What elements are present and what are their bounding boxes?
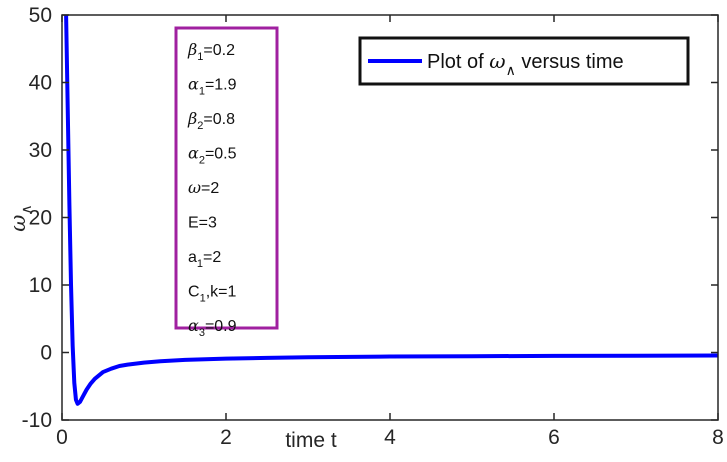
y-axis-label-symbol: ω	[6, 215, 30, 232]
svg-text:ω∧: ω∧	[6, 204, 34, 231]
annotation-line: C1,k=1	[188, 284, 236, 305]
annotation-line: α2=0.5	[188, 144, 237, 167]
legend-symbol: ω	[489, 49, 505, 73]
annotation-frame	[174, 26, 279, 330]
x-tick-label: 0	[56, 426, 68, 449]
annotation-line: β1=0.2	[187, 40, 235, 63]
annotation-line: α1=1.9	[188, 75, 237, 98]
annotation-line: ω=2	[188, 178, 219, 197]
legend-subscript: ∧	[506, 62, 516, 78]
series-line	[64, 15, 718, 406]
annotation-box: β1=0.2 α1=1.9 β2=0.8 α2=0.5 ω=2 E=3 a1=2 C1,k=1…	[174, 26, 279, 339]
annotation-line: α3=0.9	[188, 316, 237, 339]
y-tick-label: 0	[40, 342, 52, 365]
y-tick-label: 40	[29, 72, 52, 95]
y-tick-label: 50	[29, 4, 52, 27]
x-tick-label: 4	[384, 426, 396, 449]
x-tick-label: 8	[712, 426, 724, 449]
annotation-lines: β1=0.2 α1=1.9 β2=0.8 α2=0.5 ω=2 E=3 a1=2 C1,k=1…	[187, 40, 237, 339]
x-tick-label: 6	[548, 426, 560, 449]
legend: Plot of ω∧ versus time	[358, 36, 690, 86]
data-layer	[64, 15, 718, 406]
legend-text: Plot of ω∧ versus time	[427, 49, 624, 78]
annotation-line: a1=2	[188, 249, 221, 270]
x-tick-label: 2	[220, 426, 232, 449]
annotation-line: β2=0.8	[187, 109, 235, 132]
y-axis-label: ω∧	[6, 204, 34, 231]
y-tick-label: 10	[29, 274, 52, 297]
annotation-line: E=3	[188, 215, 217, 232]
y-tick-label: 30	[29, 139, 52, 162]
plot-frame	[61, 14, 719, 421]
y-axis-label-subscript: ∧	[18, 204, 34, 214]
y-tick-label: -10	[22, 409, 52, 432]
y-tick-label: 20	[29, 207, 52, 230]
x-axis-label: time t	[285, 429, 337, 452]
